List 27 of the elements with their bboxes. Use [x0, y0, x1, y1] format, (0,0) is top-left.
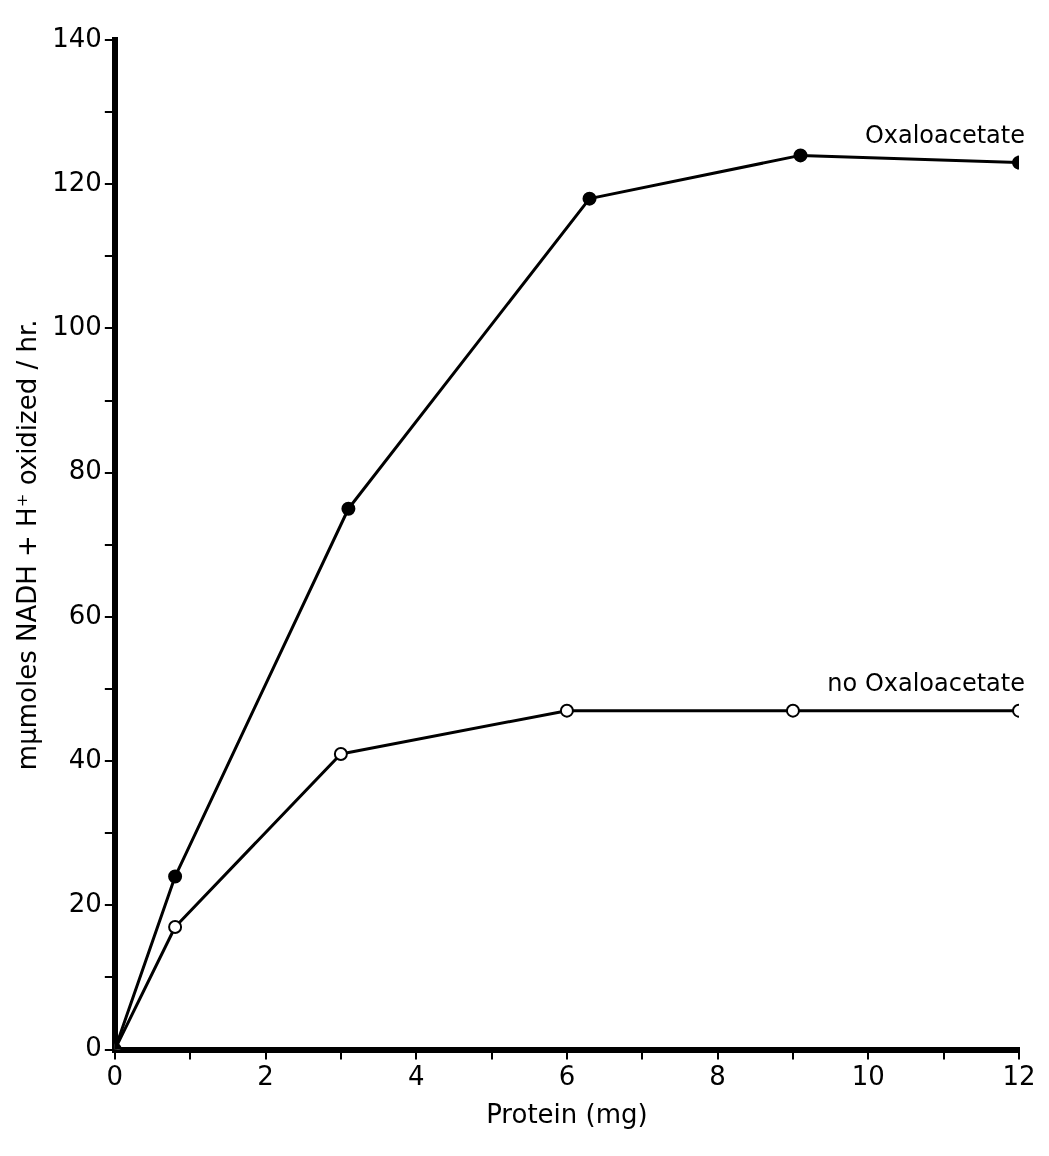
point: [582, 191, 597, 206]
point: [168, 869, 183, 884]
x-tick-label: 0: [106, 1060, 124, 1091]
point: [168, 920, 183, 935]
x-tick-label: 10: [851, 1060, 885, 1091]
series-label: Oxaloacetate: [864, 120, 1025, 149]
x-tick-label: 8: [709, 1060, 726, 1091]
y-tick-label: 80: [68, 455, 102, 486]
point: [333, 746, 348, 761]
y-tick-label: 20: [68, 888, 102, 919]
y-tick-label: 60: [68, 599, 102, 630]
x-axis-title: Protein (mg): [486, 1099, 648, 1130]
y-tick-label: 100: [52, 311, 102, 342]
y-tick-label: 120: [52, 166, 102, 197]
y-tick-label: 40: [68, 743, 102, 774]
x-tick-label: 12: [1002, 1060, 1036, 1091]
x-tick-label: 6: [558, 1060, 576, 1091]
series-label: no Oxaloacetate: [827, 668, 1025, 697]
point: [793, 148, 808, 163]
x-tick-label: 2: [257, 1060, 274, 1091]
point: [785, 703, 800, 718]
y-tick-label: 0: [85, 1032, 102, 1063]
x-tick-label: 4: [407, 1060, 425, 1091]
point: [341, 501, 356, 516]
y-axis-title: mμmoles NADH + H⁺ oxidized / hr.: [12, 319, 43, 771]
point: [559, 703, 574, 718]
y-tick-label: 140: [52, 22, 102, 53]
